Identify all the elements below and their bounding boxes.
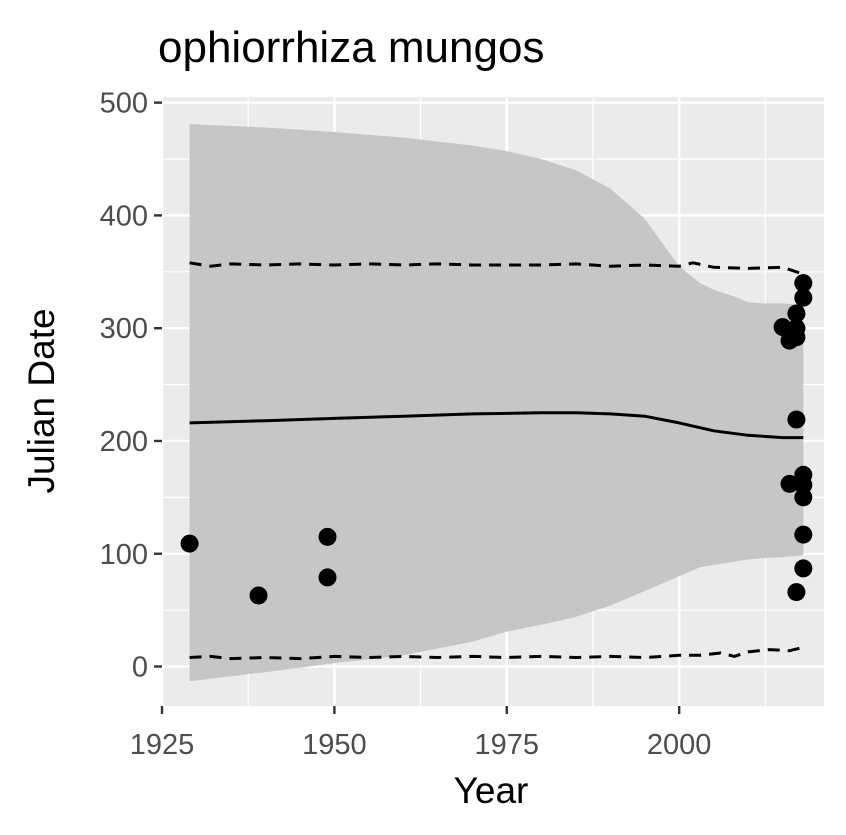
x-tick-label: 1950: [302, 729, 367, 761]
y-axis: 0 100 200 300 400 500: [100, 88, 162, 684]
y-tick-label: 200: [100, 426, 148, 458]
x-tick-label: 1925: [130, 729, 195, 761]
trend-lines: [189, 261, 804, 661]
data-point: [794, 525, 813, 544]
y-tick-label: 300: [100, 313, 148, 345]
y-tick-label: 100: [100, 539, 148, 571]
x-axis: 1925 1950 1975 2000: [130, 706, 712, 761]
fitted-trend-line: [189, 411, 804, 440]
data-point: [794, 274, 813, 293]
chart-title: ophiorrhiza mungos: [158, 23, 544, 72]
data-point: [794, 475, 813, 494]
data-point: [780, 474, 799, 493]
data-point: [249, 586, 268, 605]
data-point: [318, 568, 337, 587]
y-tick-label: 500: [100, 88, 148, 120]
data-point: [787, 328, 806, 347]
data-point: [794, 488, 813, 507]
y-tick-label: 0: [132, 652, 148, 684]
data-point: [773, 318, 792, 337]
x-tick-label: 2000: [647, 729, 712, 761]
dashed-bound-line-1: [189, 261, 804, 276]
y-tick-label: 400: [100, 200, 148, 232]
data-point: [794, 288, 813, 307]
data-points: [180, 274, 813, 605]
data-point: [794, 559, 813, 578]
confidence-ribbon: [189, 124, 804, 682]
dashed-bound-line-2: [189, 645, 804, 661]
data-point: [318, 527, 337, 546]
data-point: [787, 410, 806, 429]
x-tick-label: 1975: [475, 729, 540, 761]
data-point: [787, 304, 806, 323]
x-axis-title: Year: [454, 770, 529, 811]
y-axis-title: Julian Date: [21, 308, 62, 493]
data-point: [787, 583, 806, 602]
data-point: [180, 534, 199, 553]
